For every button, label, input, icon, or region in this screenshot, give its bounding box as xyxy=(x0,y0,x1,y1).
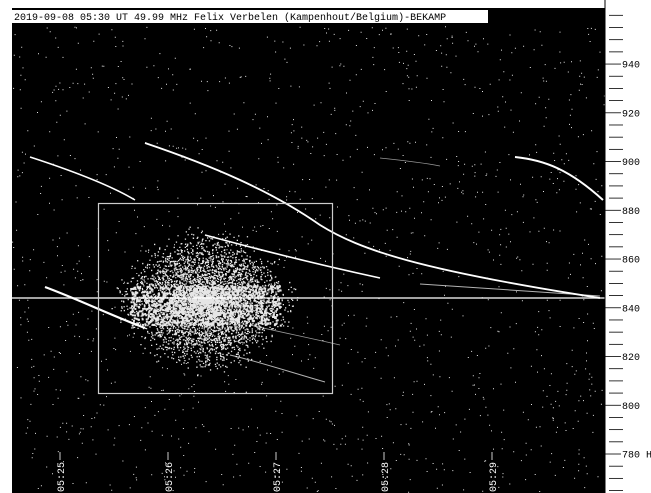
x-tick-label: 05:29 xyxy=(489,462,500,492)
echo-trail xyxy=(229,354,326,383)
echo-trail xyxy=(419,283,601,297)
spectrogram-area xyxy=(12,8,605,493)
y-tick-label: 820 xyxy=(622,353,640,364)
title-background xyxy=(12,10,488,23)
y-tick-label: 780 Hz xyxy=(622,451,651,462)
x-tick-label: 05:27 xyxy=(273,462,284,492)
y-tick-label: 800 xyxy=(622,402,640,413)
echo-trail xyxy=(44,285,146,330)
y-tick-label: 880 xyxy=(622,207,640,218)
meteor-echoes xyxy=(12,142,605,383)
y-tick-label: 840 xyxy=(622,304,640,315)
y-tick-label: 900 xyxy=(622,158,640,169)
echo-trail xyxy=(144,142,601,299)
echo-trail xyxy=(249,324,341,346)
x-tick-label: 05:28 xyxy=(381,462,392,492)
y-tick-label: 940 xyxy=(622,61,640,72)
y-tick-label: 920 xyxy=(622,109,640,120)
y-tick-label: 860 xyxy=(622,256,640,267)
selection-box xyxy=(97,202,334,395)
echo-trail xyxy=(514,156,604,201)
x-tick-label: 05:26 xyxy=(165,462,176,492)
echo-trail xyxy=(29,156,136,201)
echo-trail xyxy=(204,234,381,279)
chart-title: 2019-09-08 05:30 UT 49.99 MHz Felix Verb… xyxy=(14,12,446,24)
x-tick-label: 05:25 xyxy=(57,462,68,492)
echo-trail xyxy=(379,157,441,167)
